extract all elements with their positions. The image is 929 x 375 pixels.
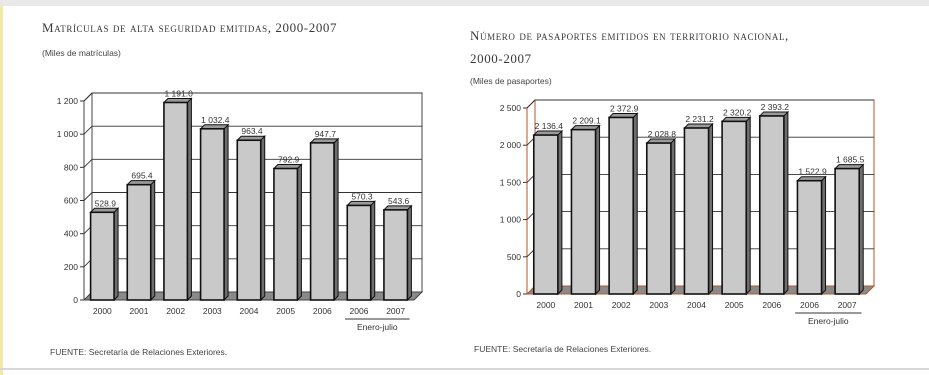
chart1-value-label: 963.4 <box>241 126 263 136</box>
chart1-gridline-side <box>83 125 93 135</box>
chart2-bar <box>645 142 672 295</box>
chart1-value-label: 695.4 <box>131 171 153 181</box>
chart2-value-label: 1 685.5 <box>836 155 865 165</box>
chart1-ytick-label: 400 <box>64 229 78 239</box>
top-rule <box>0 0 929 6</box>
chart2-ytick-label: 1 500 <box>500 177 522 187</box>
chart2-category-label: 2000 <box>536 300 555 310</box>
chart2-bar <box>758 115 785 295</box>
chart1-ytick-label: 1 200 <box>57 96 79 106</box>
chart2-ytick-label: 2 000 <box>500 140 522 150</box>
chart2-category-label: 2005 <box>725 300 744 310</box>
chart2-value-label: 2 393.2 <box>761 102 790 112</box>
chart1-value-label: 570.3 <box>351 191 373 201</box>
chart1-gridline-side <box>83 92 93 102</box>
chart1-value-label: 792.9 <box>278 155 300 165</box>
chart1-ytick-label: 1 000 <box>57 129 79 139</box>
chart2-value-label: 2 372.9 <box>610 103 639 113</box>
chart2-gridline-side <box>526 99 536 109</box>
chart2-title-line2: 2000-2007 <box>470 51 532 66</box>
chart1-category-label: 2000 <box>93 306 112 316</box>
chart1-bar <box>383 209 409 301</box>
chart1-gridline-side <box>83 192 93 201</box>
chart2-value-label: 2 231.2 <box>685 114 714 124</box>
bottom-rule <box>0 368 929 370</box>
chart2-category-label: 2002 <box>612 300 631 310</box>
chart1-category-label: 2007 <box>386 306 405 316</box>
chart1-bar <box>309 142 335 301</box>
chart1-gridline-side <box>83 159 93 168</box>
chart2-ytick-label: 0 <box>516 289 521 299</box>
chart2-category-label: 2004 <box>687 300 706 310</box>
chart1-value-label: 947.7 <box>315 129 337 139</box>
chart1-value-label: 528.9 <box>95 198 117 208</box>
chart1-category-label: 2001 <box>130 306 149 316</box>
chart2-bar <box>608 116 635 295</box>
chart1-ytick-label: 200 <box>64 262 78 272</box>
left-accent-stripe <box>0 6 3 375</box>
chart1-category-label: 2004 <box>240 306 259 316</box>
chart1-ytick-label: 600 <box>64 196 78 206</box>
chart1-category-label: 2002 <box>166 306 185 316</box>
chart2-value-label: 2 136.4 <box>535 121 564 131</box>
chart1-ytick-label: 0 <box>73 295 78 305</box>
chart2-category-label: 2003 <box>649 300 668 310</box>
chart1-category-label: 2006 <box>313 306 332 316</box>
chart2-ytick-label: 1 000 <box>500 215 522 225</box>
chart2-ytick-label: 2 500 <box>500 103 522 113</box>
chart1-value-label: 1 191.0 <box>164 88 193 98</box>
chart1-category-label: 2006 <box>350 306 369 316</box>
chart2-period-note: Enero-julio <box>808 316 849 326</box>
chart2-value-label: 1 522.9 <box>798 167 827 177</box>
chart2-bar <box>721 120 748 295</box>
chart1-bar <box>199 127 225 301</box>
chart2-value-label: 2 028.8 <box>648 129 677 139</box>
chart1-period-note: Enero-julio <box>357 322 398 332</box>
chart1-source: FUENTE: Secretaría de Relaciones Exterio… <box>50 347 228 357</box>
chart1-subtitle: (Miles de matrículas) <box>42 48 121 58</box>
chart2-bar <box>796 179 823 295</box>
chart2-bar <box>834 167 861 295</box>
chart1-bar <box>163 101 189 301</box>
chart1-title: Matrículas de alta seguridad emitidas, 2… <box>42 20 338 35</box>
chart2-category-label: 2006 <box>762 300 781 310</box>
chart2-title-line1: Número de pasaportes emitidos en territo… <box>470 28 789 43</box>
chart1-category-label: 2005 <box>276 306 295 316</box>
chart1-bar <box>346 204 372 301</box>
chart2-bar <box>532 134 559 295</box>
chart2-source: FUENTE: Secretaría de Relaciones Exterio… <box>474 344 652 354</box>
chart2-subtitle: (Miles de pasaportes) <box>470 76 552 86</box>
chart2-bar <box>570 128 597 295</box>
chart2-category-label: 2006 <box>800 300 819 310</box>
chart2-value-label: 2 320.2 <box>723 107 752 117</box>
chart1-bar <box>89 211 115 301</box>
chart2-ytick-label: 500 <box>507 252 521 262</box>
chart2-category-label: 2007 <box>838 300 857 310</box>
chart1-category-label: 2003 <box>203 306 222 316</box>
chart2-value-label: 2 209.1 <box>572 116 601 126</box>
chart1-bar <box>126 183 152 301</box>
chart2-category-label: 2001 <box>574 300 593 310</box>
chart1-value-label: 1 032.4 <box>201 115 230 125</box>
chart1-bar <box>236 139 262 301</box>
chart1-ytick-label: 800 <box>64 162 78 172</box>
chart1-bar <box>273 167 299 301</box>
chart1-value-label: 543.6 <box>388 196 410 206</box>
chart2-bar <box>683 127 710 295</box>
